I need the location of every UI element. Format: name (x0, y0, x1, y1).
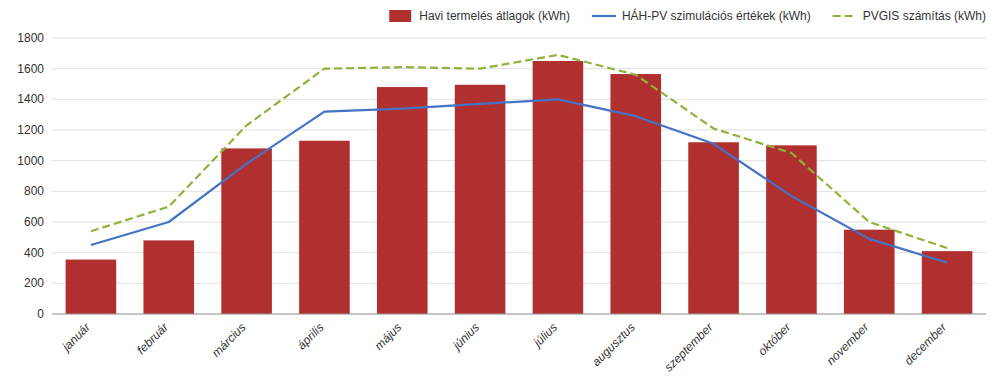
legend-label: Havi termelés átlagok (kWh) (419, 9, 570, 23)
grid-line (52, 222, 986, 223)
legend-swatch (389, 10, 411, 22)
legend-swatch (592, 15, 616, 17)
x-tick-label: szeptember (661, 320, 716, 375)
x-tick-label: december (902, 320, 950, 368)
x-tick-label: július (529, 320, 560, 351)
y-axis: 0 200 400 600 800 1000 1200 1400 1600 1800 (17, 31, 986, 321)
legend-label: PVGIS számítás (kWh) (863, 9, 986, 23)
bar (66, 260, 117, 314)
y-tick-label: 200 (24, 276, 44, 290)
x-tick-label: június (449, 320, 482, 353)
bar (143, 240, 194, 314)
x-axis-line (52, 314, 986, 315)
x-tick-label: január (58, 320, 94, 356)
y-tick-label: 800 (24, 184, 44, 198)
grid-line (52, 130, 986, 131)
y-tick-label: 400 (24, 246, 44, 260)
grid-line (52, 68, 986, 69)
x-tick-label: október (755, 320, 794, 359)
y-tick-label: 0 (37, 307, 44, 321)
grid-line (52, 38, 986, 39)
x-tick-label: november (824, 320, 872, 368)
legend-item: HÁH-PV szimulációs értékek (kWh) (592, 8, 811, 23)
legend-item: PVGIS számítás (kWh) (833, 9, 986, 23)
plot-area (66, 55, 973, 314)
y-tick-label: 1400 (17, 92, 44, 106)
bar (844, 230, 895, 314)
bar (221, 148, 272, 314)
x-tick-label: április (294, 320, 326, 352)
bar (688, 142, 739, 314)
y-tick-label: 1800 (17, 31, 44, 45)
legend-item: Havi termelés átlagok (kWh) (389, 9, 570, 23)
x-tick-label: május (372, 320, 405, 353)
bar (455, 85, 506, 314)
y-tick-label: 1600 (17, 62, 44, 76)
y-tick-label: 1000 (17, 154, 44, 168)
y-tick-label: 1200 (17, 123, 44, 137)
chart-container: 0 200 400 600 800 1000 1200 1400 1600 1800 január f… (0, 0, 1002, 386)
legend-label: HÁH-PV szimulációs értékek (kWh) (622, 8, 811, 23)
legend-swatch (833, 15, 857, 17)
grid-line (52, 314, 986, 315)
grid-line (52, 99, 986, 100)
chart: 0 200 400 600 800 1000 1200 1400 1600 1800 január f… (0, 0, 1002, 386)
bar (299, 141, 350, 314)
bar (766, 145, 817, 314)
grid-line (52, 160, 986, 161)
legend: Havi termelés átlagok (kWh) HÁH-PV szimul… (389, 8, 986, 23)
x-tick-label: február (134, 320, 171, 357)
line (91, 99, 947, 262)
line (91, 55, 947, 248)
x-axis: január február március április május június jú… (52, 314, 986, 374)
grid-line (52, 191, 986, 192)
x-tick-label: március (209, 320, 249, 360)
x-tick-label: augusztus (589, 320, 638, 369)
bar (610, 74, 661, 314)
y-tick-label: 600 (24, 215, 44, 229)
bar (377, 87, 428, 314)
bar (922, 251, 973, 314)
